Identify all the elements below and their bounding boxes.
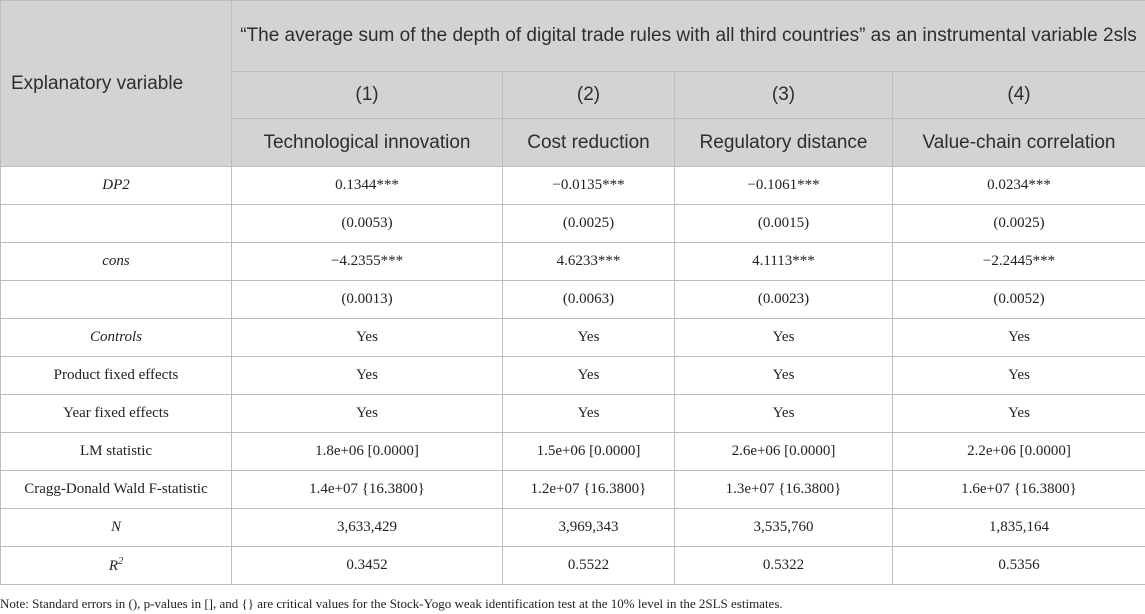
table-cell: (0.0013) xyxy=(231,280,503,319)
table-cell: Yes xyxy=(231,394,503,433)
table-cell: 0.5356 xyxy=(892,546,1145,585)
table-cell: (0.0053) xyxy=(231,204,503,243)
column-number-4: (4) xyxy=(892,71,1145,119)
table-cell: Yes xyxy=(502,394,675,433)
table-row: Product fixed effects Yes Yes Yes Yes xyxy=(0,356,1145,395)
table-cell: 1.2e+07 {16.3800} xyxy=(502,470,675,509)
table-cell: Yes xyxy=(502,356,675,395)
table-cell: Yes xyxy=(502,318,675,357)
group-header: “The average sum of the depth of digital… xyxy=(231,0,1145,72)
row-label-text: N xyxy=(110,519,121,535)
row-label: cons xyxy=(0,242,232,281)
table-cell: Yes xyxy=(892,394,1145,433)
table-cell: 2.2e+06 [0.0000] xyxy=(892,432,1145,471)
column-name-1: Technological innovation xyxy=(231,118,503,167)
regression-table: Explanatory variable “The average sum of… xyxy=(0,0,1145,585)
row-label-text: Cragg-Donald Wald F-statistic xyxy=(24,481,208,497)
row-label-text: cons xyxy=(102,253,130,269)
table-cell: 3,633,429 xyxy=(231,508,503,547)
column-number-3: (3) xyxy=(674,71,893,119)
row-label-text: DP2 xyxy=(102,177,130,193)
row-label: Year fixed effects xyxy=(0,394,232,433)
row-label: Controls xyxy=(0,318,232,357)
table-row: Cragg-Donald Wald F-statistic 1.4e+07 {16… xyxy=(0,470,1145,509)
row-label xyxy=(0,280,232,319)
row-header-label: Explanatory variable xyxy=(0,0,232,167)
table-cell: Yes xyxy=(231,356,503,395)
table-cell: 1.4e+07 {16.3800} xyxy=(231,470,503,509)
row-label-text: LM statistic xyxy=(79,443,153,459)
table-cell: 4.6233*** xyxy=(502,242,675,281)
row-label-text: Year fixed effects xyxy=(63,405,169,421)
table-row: cons −4.2355*** 4.6233*** 4.1113*** −2.2445*… xyxy=(0,242,1145,281)
table-cell: −0.1061*** xyxy=(674,166,893,205)
table-cell: (0.0063) xyxy=(502,280,675,319)
row-label-text: Product fixed effects xyxy=(53,367,179,383)
table-row: (0.0053) (0.0025) (0.0015) (0.0025) xyxy=(0,204,1145,243)
table-cell: 2.6e+06 [0.0000] xyxy=(674,432,893,471)
table-row: LM statistic 1.8e+06 [0.0000] 1.5e+06 [0.0… xyxy=(0,432,1145,471)
table-cell: 0.5322 xyxy=(674,546,893,585)
table-cell: Yes xyxy=(674,394,893,433)
row-label: N xyxy=(0,508,232,547)
table-row: Year fixed effects Yes Yes Yes Yes xyxy=(0,394,1145,433)
table-cell: 0.1344*** xyxy=(231,166,503,205)
table-note: Note: Standard errors in (), p-values in… xyxy=(0,596,783,611)
table-cell: 1.3e+07 {16.3800} xyxy=(674,470,893,509)
table-cell: −2.2445*** xyxy=(892,242,1145,281)
table-cell: −0.0135*** xyxy=(502,166,675,205)
table-cell: (0.0023) xyxy=(674,280,893,319)
table-cell: Yes xyxy=(892,318,1145,357)
table-cell: 1.8e+06 [0.0000] xyxy=(231,432,503,471)
table-cell: 4.1113*** xyxy=(674,242,893,281)
table-cell: Yes xyxy=(674,356,893,395)
table-cell: (0.0025) xyxy=(892,204,1145,243)
table-cell: Yes xyxy=(892,356,1145,395)
table-cell: (0.0025) xyxy=(502,204,675,243)
row-label-text: R xyxy=(108,558,119,574)
row-label: LM statistic xyxy=(0,432,232,471)
table-row: Controls Yes Yes Yes Yes xyxy=(0,318,1145,357)
table-cell: 3,535,760 xyxy=(674,508,893,547)
column-name-4: Value-chain correlation xyxy=(892,118,1145,167)
row-label-text: Controls xyxy=(90,329,142,345)
table-cell: 1.5e+06 [0.0000] xyxy=(502,432,675,471)
table-cell: 3,969,343 xyxy=(502,508,675,547)
table-row: (0.0013) (0.0063) (0.0023) (0.0052) xyxy=(0,280,1145,319)
column-name-3: Regulatory distance xyxy=(674,118,893,167)
column-name-2: Cost reduction xyxy=(502,118,675,167)
row-label: DP2 xyxy=(0,166,232,205)
row-label: R2 xyxy=(0,546,232,585)
row-label: Product fixed effects xyxy=(0,356,232,395)
table-cell: Yes xyxy=(231,318,503,357)
table-row: DP2 0.1344*** −0.0135*** −0.1061*** 0.0234**… xyxy=(0,166,1145,205)
table-cell: (0.0052) xyxy=(892,280,1145,319)
table-cell: 0.0234*** xyxy=(892,166,1145,205)
row-label: Cragg-Donald Wald F-statistic xyxy=(0,470,232,509)
table-cell: Yes xyxy=(674,318,893,357)
table-cell: 0.5522 xyxy=(502,546,675,585)
table-cell: −4.2355*** xyxy=(231,242,503,281)
column-number-1: (1) xyxy=(231,71,503,119)
row-label xyxy=(0,204,232,243)
table-cell: 1.6e+07 {16.3800} xyxy=(892,470,1145,509)
table-row: R2 0.3452 0.5522 0.5322 0.5356 xyxy=(0,546,1145,585)
row-label-superscript: 2 xyxy=(118,556,124,567)
table-cell: 0.3452 xyxy=(231,546,503,585)
table-cell: 1,835,164 xyxy=(892,508,1145,547)
column-number-2: (2) xyxy=(502,71,675,119)
table-row: N 3,633,429 3,969,343 3,535,760 1,835,164 xyxy=(0,508,1145,547)
table-cell: (0.0015) xyxy=(674,204,893,243)
